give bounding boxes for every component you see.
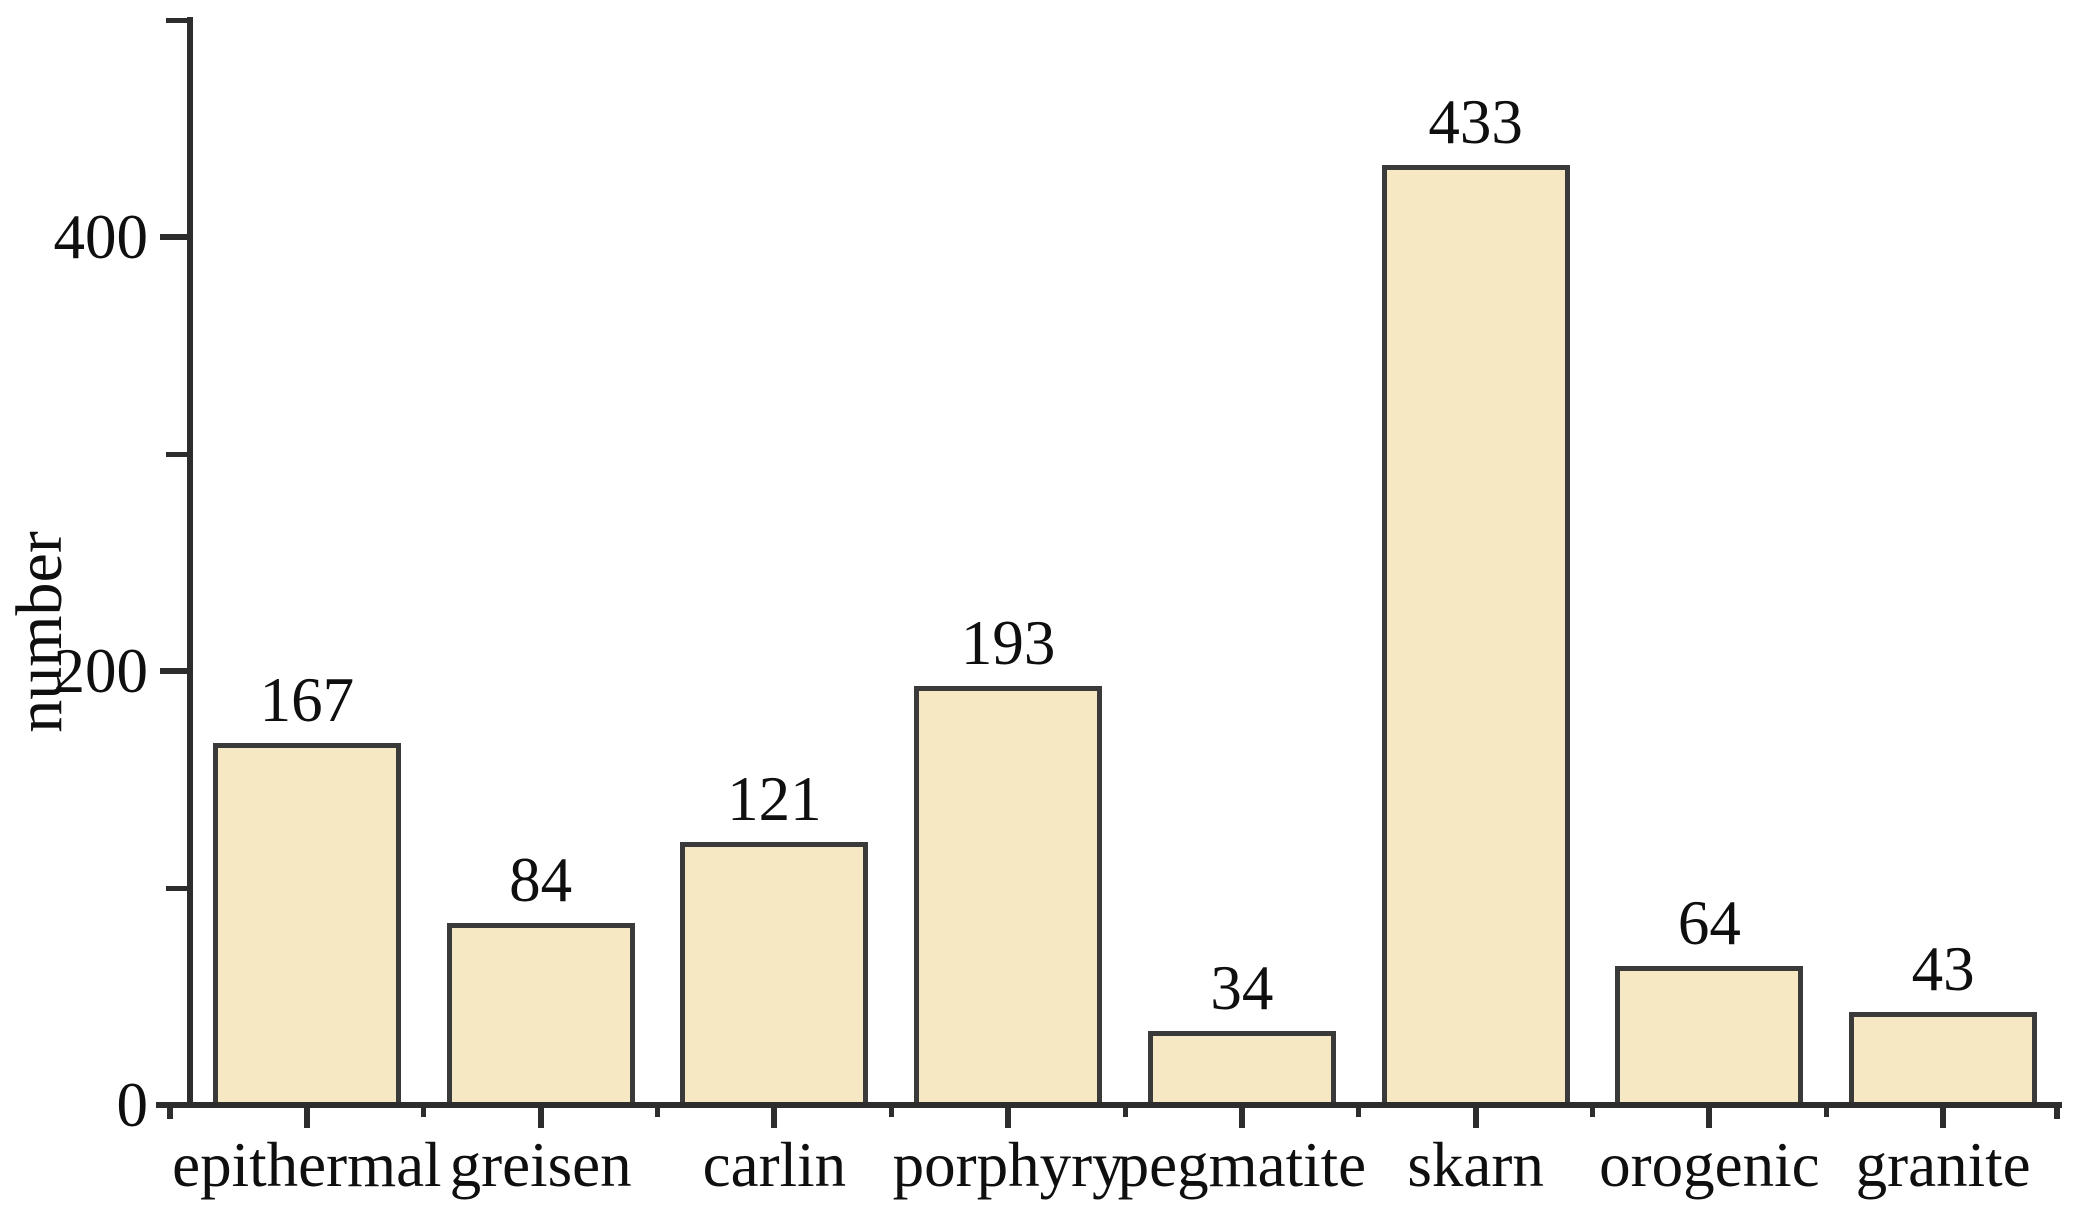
bar-value-label: 43 [1911, 933, 1975, 1004]
x-boundary-tick [1823, 1105, 1829, 1117]
bar-value-label: 34 [1210, 953, 1274, 1024]
bar-value-label: 193 [960, 608, 1056, 679]
y-tick-label: 200 [53, 636, 149, 706]
x-center-tick [1706, 1105, 1713, 1128]
x-center-tick [1005, 1105, 1012, 1128]
category-tick-label: porphyry [892, 1130, 1124, 1200]
x-boundary-tick [421, 1105, 427, 1117]
x-center-tick [1238, 1105, 1245, 1128]
y-axis-line [187, 17, 193, 1108]
y-major-tick [160, 668, 190, 674]
category-tick-label: skarn [1407, 1130, 1544, 1200]
bar-value-label: 433 [1428, 87, 1523, 158]
y-minor-tick [166, 451, 190, 457]
bar-carlin [680, 842, 869, 1108]
y-minor-tick [166, 17, 190, 23]
y-minor-tick [166, 885, 190, 891]
bar-value-label: 64 [1677, 888, 1741, 959]
category-tick-label: granite [1855, 1130, 2031, 1200]
bar-pegmatite [1147, 1031, 1336, 1108]
bar-orogenic [1615, 966, 1804, 1108]
x-center-tick [303, 1105, 310, 1128]
x-axis-line [156, 1102, 2062, 1108]
x-boundary-tick [655, 1105, 660, 1117]
bar-porphyry [914, 686, 1103, 1108]
x-center-tick [1472, 1105, 1479, 1128]
y-tick-label: 400 [53, 202, 149, 272]
bar-epithermal [212, 742, 401, 1108]
x-boundary-tick [1356, 1105, 1362, 1117]
bar-skarn [1381, 165, 1570, 1108]
bar-value-label: 167 [259, 664, 355, 735]
bar-greisen [446, 922, 635, 1108]
x-boundary-tick [888, 1105, 894, 1117]
x-axis-left-end-tick [167, 1102, 173, 1119]
category-tick-label: epithermal [172, 1130, 442, 1200]
bar-value-label: 121 [727, 764, 822, 835]
category-tick-label: greisen [449, 1130, 632, 1200]
bar-granite [1849, 1011, 2038, 1108]
x-center-tick [1940, 1105, 1947, 1128]
category-tick-label: pegmatite [1117, 1130, 1367, 1200]
x-center-tick [771, 1105, 778, 1128]
category-tick-label: carlin [702, 1130, 847, 1200]
y-major-tick [160, 234, 190, 240]
x-center-tick [537, 1105, 544, 1128]
x-boundary-tick [1590, 1105, 1595, 1117]
y-tick-label: 0 [116, 1070, 149, 1140]
x-axis-right-end-tick [2054, 1102, 2060, 1119]
category-tick-label: orogenic [1599, 1130, 1820, 1200]
x-boundary-tick [1122, 1105, 1128, 1117]
bar-value-label: 84 [509, 844, 573, 915]
